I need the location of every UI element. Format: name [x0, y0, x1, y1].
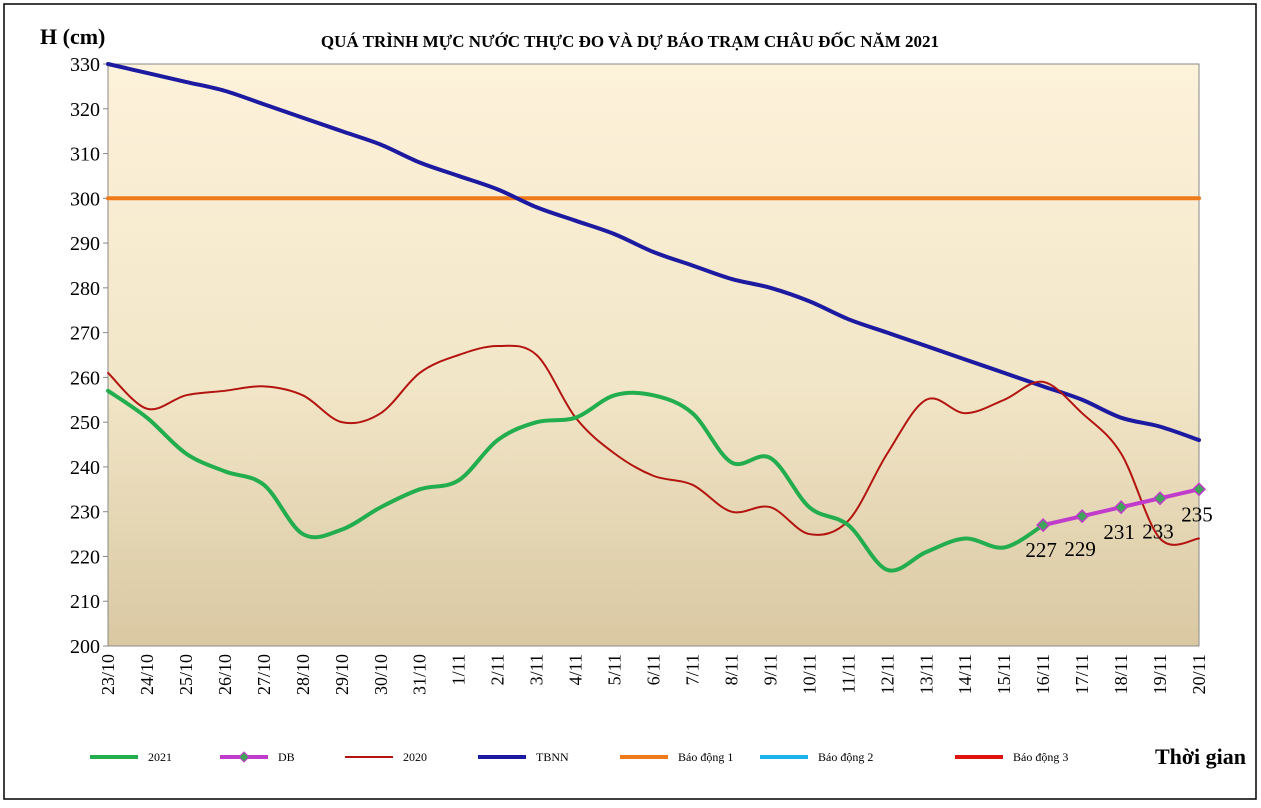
x-tick-label: 16/11	[1033, 654, 1053, 694]
x-tick-label: 25/10	[176, 654, 196, 695]
data-label: 233	[1142, 519, 1174, 543]
x-tick-label: 18/11	[1111, 654, 1131, 694]
x-tick-label: 27/10	[254, 654, 274, 695]
x-tick-label: 30/10	[371, 654, 391, 695]
series-line	[106, 62, 1201, 443]
x-tick-label: 6/11	[644, 654, 664, 685]
legend-label: Báo động 1	[678, 750, 733, 764]
marker	[1191, 482, 1207, 497]
legend-label: 2020	[403, 750, 427, 764]
x-tick-label: 20/11	[1189, 654, 1209, 694]
x-tick-label: 26/10	[215, 654, 235, 695]
y-tick-label: 200	[70, 636, 100, 658]
x-tick-label: 13/11	[916, 654, 936, 694]
y-tick-label: 310	[70, 144, 100, 166]
y-tick-label: 260	[70, 367, 100, 389]
plot-area	[107, 63, 1200, 647]
y-tick-label: 250	[70, 412, 100, 434]
y-tick-label: 230	[70, 502, 100, 524]
series-line	[106, 388, 1046, 573]
marker	[1114, 500, 1129, 515]
y-tick-label: 210	[70, 591, 100, 613]
data-label: 231	[1103, 520, 1135, 544]
chart-title: QUÁ TRÌNH MỰC NƯỚC THỰC ĐO VÀ DỰ BÁO TRẠ…	[321, 31, 939, 51]
legend-label: Báo động 2	[818, 750, 873, 764]
legend-marker	[238, 751, 250, 763]
y-tick-label: 220	[70, 546, 100, 568]
x-tick-label: 3/11	[527, 654, 547, 685]
y-tick-label: 280	[70, 278, 100, 300]
x-tick-label: 17/11	[1072, 654, 1092, 694]
x-tick-label: 23/10	[98, 654, 118, 695]
x-tick-label: 5/11	[605, 654, 625, 685]
x-tick-label: 2/11	[488, 654, 508, 685]
x-tick-label: 9/11	[760, 654, 780, 685]
y-tick-label: 300	[70, 188, 100, 210]
legend-label: DB	[278, 750, 295, 764]
x-tick-label: 10/11	[799, 654, 819, 694]
x-tick-label: 15/11	[994, 654, 1014, 694]
x-tick-label: 14/11	[955, 654, 975, 694]
y-tick-label: 240	[70, 457, 100, 479]
legend-label: Báo động 3	[1013, 750, 1068, 764]
x-axis-label: Thời gian	[1155, 744, 1246, 769]
x-tick-label: 4/11	[566, 654, 586, 685]
marker	[1152, 491, 1168, 506]
x-tick-label: 19/11	[1150, 654, 1170, 694]
legend-label: 2021	[148, 750, 172, 764]
y-tick-label: 320	[70, 99, 100, 121]
data-label: 235	[1181, 502, 1213, 526]
x-tick-label: 1/11	[449, 654, 469, 685]
data-label: 227	[1025, 538, 1057, 562]
legend-label: TBNN	[536, 750, 569, 764]
y-tick-label: 290	[70, 233, 100, 255]
y-tick-label: 270	[70, 323, 100, 345]
y-axis-label: H (cm)	[40, 24, 105, 49]
y-tick-label: 330	[70, 54, 100, 76]
x-tick-label: 11/11	[838, 654, 858, 694]
x-tick-label: 7/11	[682, 654, 702, 685]
x-tick-label: 28/10	[293, 654, 313, 695]
series-line	[107, 344, 1200, 546]
x-tick-label: 8/11	[721, 654, 741, 685]
x-tick-label: 29/10	[332, 654, 352, 695]
x-tick-label: 24/10	[137, 654, 157, 695]
x-tick-label: 31/10	[410, 654, 430, 695]
x-tick-label: 12/11	[877, 654, 897, 694]
marker	[1075, 509, 1090, 524]
data-label: 229	[1064, 537, 1096, 561]
marker	[1036, 518, 1051, 533]
